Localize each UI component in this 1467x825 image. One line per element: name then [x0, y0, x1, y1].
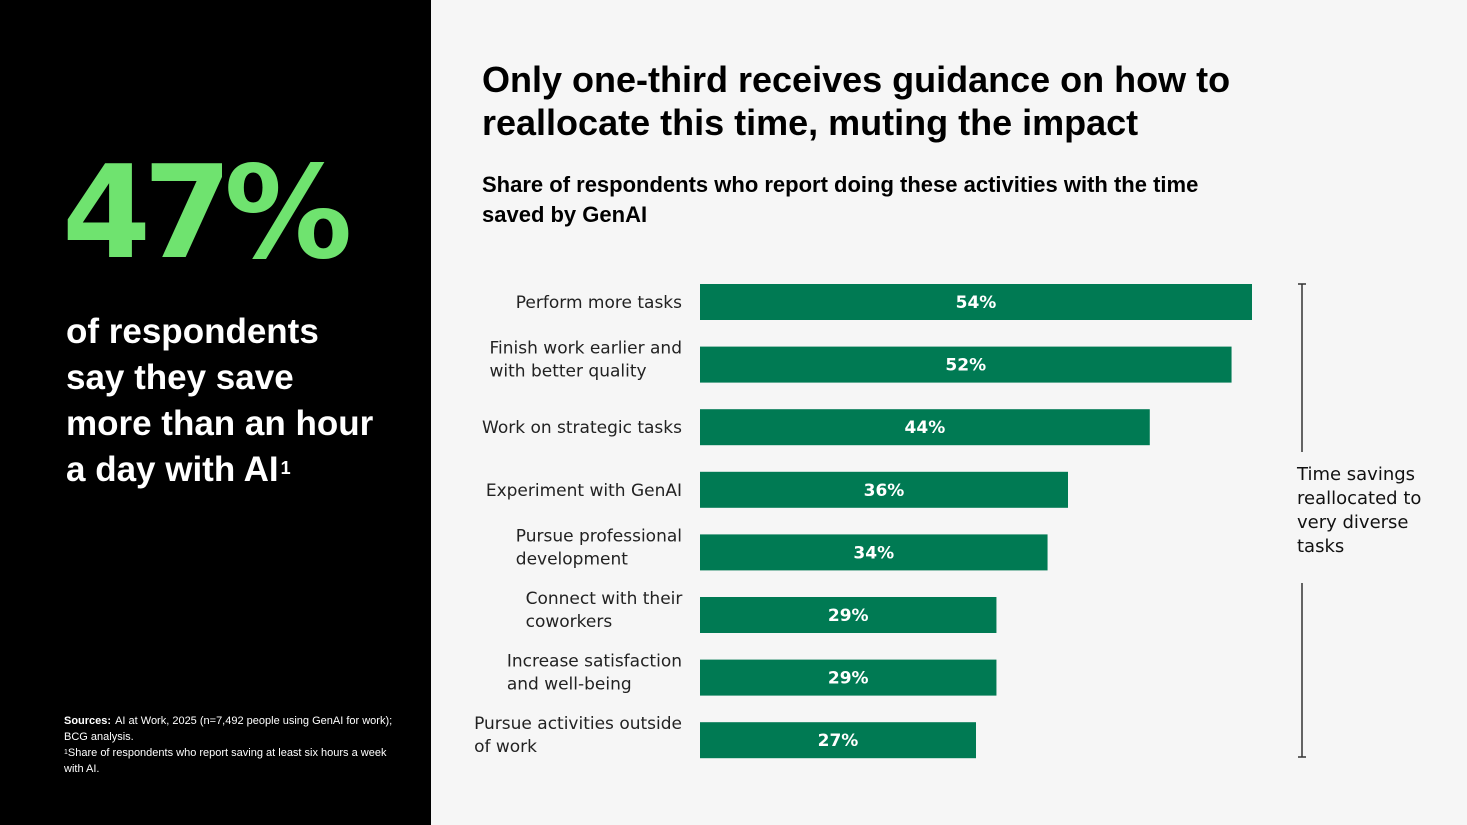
- category-label-4: Pursue professional development: [516, 526, 682, 569]
- category-label-6-line-1: and well-being: [507, 675, 632, 695]
- chart-subtitle: Share of respondents who report doing th…: [482, 172, 1199, 227]
- sources-label: Sources:: [64, 715, 112, 727]
- category-label-6: Increase satisfaction and well-being: [507, 652, 682, 695]
- sources-note: Sources: AI at Work, 2025 (n=7,492 people…: [64, 713, 394, 777]
- value-label-1: 52%: [945, 356, 986, 376]
- footnote-text: Share of respondents who report saving a…: [64, 747, 387, 775]
- value-label-2: 44%: [905, 418, 946, 438]
- sources-line: Sources: AI at Work, 2025 (n=7,492 people…: [64, 713, 394, 745]
- bar-1: [700, 346, 1232, 383]
- category-label-6-line-0: Increase satisfaction: [507, 652, 682, 672]
- big-stat: 47%: [62, 139, 352, 288]
- bar-5: [700, 597, 997, 633]
- value-label-0: 54%: [956, 293, 997, 313]
- category-label-4-line-1: development: [516, 549, 628, 569]
- category-label-4-line-0: Pursue professional: [516, 526, 682, 546]
- category-label-0: Perform more tasks: [516, 293, 682, 313]
- caption-footnote-mark: 1: [280, 458, 291, 478]
- value-label-4: 34%: [853, 543, 894, 563]
- footnote-mark: 1: [64, 749, 68, 756]
- category-label-5-line-1: coworkers: [526, 612, 613, 632]
- category-label-3: Experiment with GenAI: [486, 481, 682, 501]
- category-label-5: Connect with their coworkers: [526, 589, 683, 632]
- footnote-line: 1Share of respondents who report saving …: [64, 745, 394, 777]
- category-label-1-line-1: with better quality: [490, 362, 647, 382]
- bracket-annotation: Time savings reallocated to very diverse…: [1297, 464, 1422, 557]
- value-label-5: 29%: [828, 606, 869, 626]
- bar-0: [700, 284, 1252, 320]
- category-label-2: Work on strategic tasks: [482, 418, 682, 438]
- value-label-6: 29%: [828, 669, 869, 689]
- category-label-1-line-0: Finish work earlier and: [490, 339, 683, 359]
- stat-caption-text: of respondents say they save more than a…: [66, 312, 374, 489]
- bar-6: [700, 659, 997, 696]
- category-label-1: Finish work earlier and with better quali…: [490, 339, 683, 382]
- category-label-7: Pursue activities outside of work: [474, 714, 682, 757]
- bar-7: [700, 722, 976, 759]
- bar-2: [700, 409, 1150, 446]
- bar-3: [700, 471, 1068, 508]
- stat-caption: of respondents say they save more than a…: [66, 309, 386, 493]
- category-label-7-line-0: Pursue activities outside: [474, 714, 682, 734]
- sources-text: AI at Work, 2025 (n=7,492 people using G…: [64, 715, 393, 743]
- bar-4: [700, 534, 1048, 571]
- category-label-5-line-0: Connect with their: [526, 589, 683, 609]
- headline: Only one-third receives guidance on how …: [482, 59, 1231, 143]
- left-panel: 47% of respondents say they save more th…: [0, 0, 431, 825]
- category-label-7-line-1: of work: [474, 737, 537, 757]
- value-label-3: 36%: [864, 481, 905, 501]
- value-label-7: 27%: [818, 731, 859, 751]
